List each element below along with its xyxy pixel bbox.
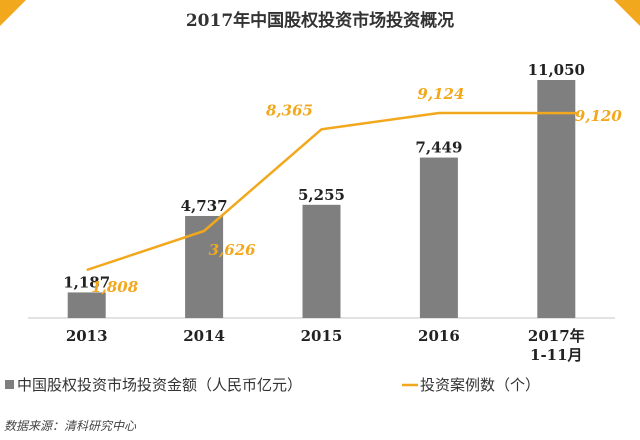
line-value-label: 3,626: [209, 241, 257, 259]
bar: [419, 157, 458, 318]
legend-bar-label: 中国股权投资市场投资金额（人民币亿元）: [17, 376, 302, 394]
line-value-label: 8,365: [266, 101, 313, 119]
bar-data-labels: 1,187 4,737 5,255 7,449 11,050: [63, 61, 585, 291]
legend: 中国股权投资市场投资金额（人民币亿元） 投资案例数（个）: [5, 376, 540, 394]
corner-decoration-right: [614, 0, 640, 26]
case-count-line: [86, 111, 577, 272]
x-tick-label: 1-11月: [530, 346, 583, 364]
chart-title: 2017年中国股权投资市场投资概况: [186, 10, 454, 31]
bar-series: [67, 80, 576, 318]
bar-value-label: 11,050: [528, 61, 585, 79]
x-tick-label: 2013: [66, 327, 108, 345]
legend-bar-swatch: [5, 380, 14, 389]
bar: [302, 204, 341, 318]
x-tick-label: 2016: [418, 327, 460, 345]
x-tick-label: 2014: [183, 327, 225, 345]
bar-value-label: 4,737: [181, 197, 228, 215]
corner-decoration-left: [0, 0, 26, 26]
line-data-labels: 1,808 3,626 8,365 9,124 9,120: [91, 85, 622, 296]
line-value-label: 1,808: [91, 278, 139, 296]
legend-line-label: 投资案例数（个）: [420, 376, 540, 394]
bar: [67, 292, 106, 318]
line-value-label: 9,120: [575, 107, 623, 125]
line-value-label: 9,124: [417, 85, 464, 103]
x-tick-label: 2017年: [528, 327, 585, 345]
bar: [185, 215, 224, 318]
bar-value-label: 1,187: [63, 273, 110, 291]
bar-value-label: 7,449: [415, 139, 462, 157]
bar: [537, 80, 576, 318]
x-tick-label: 2015: [301, 327, 343, 345]
source-note: 数据来源：清科研究中心: [4, 419, 137, 433]
bar-value-label: 5,255: [298, 186, 345, 204]
